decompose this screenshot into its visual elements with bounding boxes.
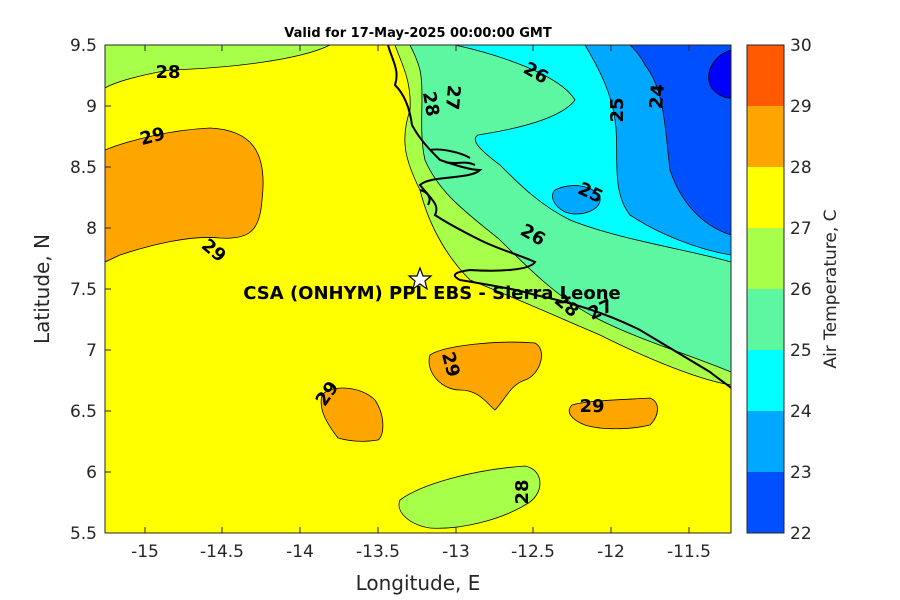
colorbar-tick-label: 24 <box>790 402 812 422</box>
y-tick-label: 8.5 <box>70 158 97 178</box>
x-tick-label: -14.5 <box>200 542 244 562</box>
colorbar-label: Air Temperature, C <box>821 209 841 368</box>
station-label: CSA (ONHYM) PPL EBS - Sierra Leone <box>243 283 620 304</box>
contour-label: 27 <box>441 84 464 111</box>
y-tick-label: 9 <box>86 97 97 117</box>
contour-label: 29 <box>579 396 604 417</box>
field-orange-south <box>320 387 384 442</box>
contour-label: 24 <box>646 83 669 110</box>
x-tick-label: -11.5 <box>667 542 711 562</box>
y-tick-label: 8 <box>86 219 97 239</box>
colorbar-tick-label: 30 <box>790 36 812 56</box>
y-tick-label: 6.5 <box>70 402 97 422</box>
contour-label: 28 <box>512 479 533 504</box>
map-plot-area <box>104 44 732 534</box>
field-orange-west <box>105 127 264 263</box>
colorbar-tick-label: 28 <box>790 158 812 178</box>
contour-label: 28 <box>418 90 443 118</box>
colorbar-cell <box>747 228 784 289</box>
field-21-22 <box>708 49 731 99</box>
colorbar-frame <box>746 44 785 534</box>
colorbar: 30 29 28 27 26 25 24 23 22 Air Temperatu… <box>746 36 841 544</box>
colorbar-cell <box>747 106 784 167</box>
contour-label: 28 <box>155 62 180 83</box>
field-orange-east <box>568 397 658 430</box>
station: CSA (ONHYM) PPL EBS - Sierra Leone <box>243 266 621 304</box>
map-title: Valid for 17-May-2025 00:00:00 GMT <box>284 26 552 41</box>
y-tick-label: 7 <box>86 341 97 361</box>
colorbar-tick-label: 26 <box>790 280 812 300</box>
y-axis-label: Latitude, N <box>30 234 54 344</box>
colorbar-cell <box>747 289 784 350</box>
field-blob-25 <box>552 185 601 215</box>
field-22-23 <box>629 45 731 236</box>
x-tick-label: -14 <box>286 542 314 562</box>
x-tick-label: -13 <box>442 542 470 562</box>
colorbar-cell <box>747 167 784 228</box>
colorbar-cell <box>747 350 784 411</box>
y-tick-label: 9.5 <box>70 36 97 56</box>
y-tick-label: 6 <box>86 463 97 483</box>
colorbar-cell <box>747 45 784 106</box>
x-tick-label: -13.5 <box>356 542 400 562</box>
colorbar-tick-label: 29 <box>790 97 812 117</box>
x-tick-label: -15 <box>131 542 159 562</box>
y-axis: 9.5 9 8.5 8 7.5 7 6.5 6 5.5 Latitude, N <box>30 36 111 544</box>
colorbar-cells <box>747 45 784 533</box>
field-orange-center <box>428 341 542 411</box>
colorbar-tick-label: 25 <box>790 341 812 361</box>
colorbar-tick-label: 23 <box>790 463 812 483</box>
y-tick-label: 5.5 <box>70 524 97 544</box>
coastline-islands <box>419 148 476 206</box>
field-nw-green <box>105 45 331 89</box>
field-green-south <box>398 465 541 529</box>
contour-label: 25 <box>607 97 628 122</box>
x-tick-label: -12.5 <box>511 542 555 562</box>
coastline <box>387 45 731 389</box>
colorbar-cell <box>747 411 784 472</box>
colorbar-cell <box>747 472 784 533</box>
y-tick-label: 7.5 <box>70 280 97 300</box>
colorbar-tick-label: 27 <box>790 219 812 239</box>
colorbar-tick-label: 22 <box>790 524 812 544</box>
star-icon <box>407 266 433 291</box>
x-axis-label: Longitude, E <box>356 571 481 595</box>
x-tick-label: -12 <box>597 542 625 562</box>
x-axis: -15 -14.5 -14 -13.5 -13 -12.5 -12 -11.5 … <box>131 45 711 595</box>
